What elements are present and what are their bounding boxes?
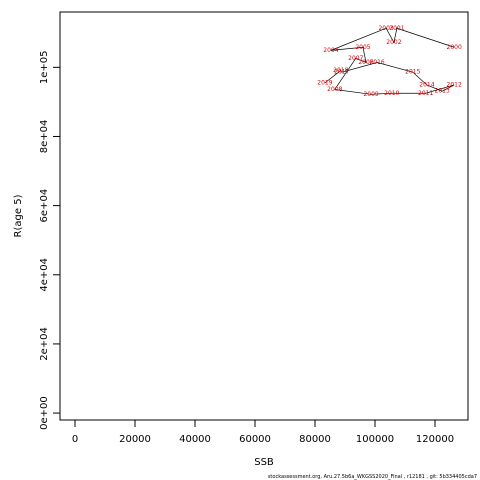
trajectory-line (324, 27, 455, 95)
x-tick-label: 100000 (356, 434, 394, 445)
footer: stockassessment.org, Aru.27.5b6a_WKGSS20… (268, 474, 477, 480)
point-label: 2010 (384, 90, 399, 97)
y-tick-label: 4e+04 (39, 258, 50, 292)
x-tick-label: 0 (72, 434, 78, 445)
point-label: 2003 (378, 25, 393, 32)
x-tick-label: 120000 (416, 434, 454, 445)
x-tick-label: 80000 (299, 434, 331, 445)
point-label: 2004 (323, 47, 338, 54)
y-tick-label: 6e+04 (39, 189, 50, 223)
point-label: 2015 (405, 69, 420, 76)
x-tick-label: 60000 (239, 434, 271, 445)
point-label: 2009 (363, 91, 378, 98)
y-tick-label: 8e+04 (39, 120, 50, 154)
point-label: 2008 (327, 86, 342, 93)
point-label: 2001 (389, 25, 404, 32)
x-tick-label: 20000 (119, 434, 151, 445)
y-axis-label: R(age 5) (13, 194, 24, 237)
point-label: 2006 (358, 59, 373, 66)
point-label: 2018 (333, 67, 348, 74)
x-tick-label: 40000 (179, 434, 211, 445)
point-label: 2007 (348, 55, 363, 62)
point-label: 2017 (334, 69, 349, 76)
x-axis-label: SSB (254, 457, 274, 468)
point-label: 2019 (317, 79, 332, 86)
y-tick-label: 0e+00 (39, 396, 50, 430)
plot-box (59, 11, 469, 421)
point-label: 2012 (447, 81, 462, 88)
y-tick-label: 1e+05 (39, 51, 50, 85)
point-label: 2000 (447, 44, 462, 51)
point-label: 2013 (435, 88, 450, 95)
y-tick-label: 2e+04 (39, 327, 50, 361)
point-label: 2005 (355, 44, 370, 51)
point-label: 2011 (418, 90, 433, 97)
point-label: 2002 (386, 39, 401, 46)
point-label: 2014 (419, 81, 434, 88)
point-label: 2016 (369, 59, 384, 66)
